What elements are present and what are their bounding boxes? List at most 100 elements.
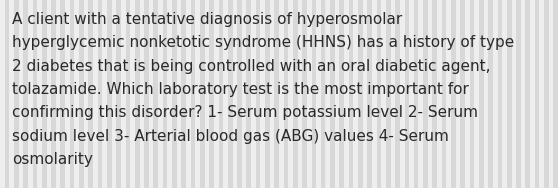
Bar xyxy=(65,0,70,188)
Bar xyxy=(98,0,102,188)
Bar xyxy=(316,0,321,188)
Bar xyxy=(186,0,191,188)
Bar xyxy=(191,0,195,188)
Bar xyxy=(70,0,74,188)
Bar xyxy=(51,0,56,188)
Bar xyxy=(205,0,209,188)
Bar xyxy=(140,0,144,188)
Bar xyxy=(279,0,283,188)
Bar xyxy=(554,0,558,188)
Bar xyxy=(414,0,418,188)
Bar xyxy=(223,0,228,188)
Bar xyxy=(498,0,502,188)
Bar xyxy=(465,0,470,188)
Bar xyxy=(302,0,307,188)
Bar xyxy=(4,0,9,188)
Bar xyxy=(507,0,512,188)
Bar xyxy=(530,0,535,188)
Text: sodium level 3- Arterial blood gas (ABG) values 4- Serum: sodium level 3- Arterial blood gas (ABG)… xyxy=(12,129,449,143)
Bar xyxy=(135,0,140,188)
Bar xyxy=(46,0,51,188)
Bar xyxy=(321,0,325,188)
Bar xyxy=(93,0,98,188)
Text: 2 diabetes that is being controlled with an oral diabetic agent,: 2 diabetes that is being controlled with… xyxy=(12,59,490,74)
Bar xyxy=(470,0,474,188)
Bar xyxy=(275,0,279,188)
Bar xyxy=(330,0,335,188)
Bar xyxy=(60,0,65,188)
Bar xyxy=(335,0,339,188)
Bar xyxy=(56,0,60,188)
Bar xyxy=(516,0,521,188)
Bar xyxy=(84,0,88,188)
Bar xyxy=(195,0,200,188)
Bar xyxy=(409,0,414,188)
Bar xyxy=(540,0,544,188)
Bar xyxy=(502,0,507,188)
Bar xyxy=(28,0,32,188)
Bar xyxy=(233,0,237,188)
Bar xyxy=(214,0,219,188)
Bar xyxy=(493,0,498,188)
Bar xyxy=(451,0,456,188)
Text: tolazamide. Which laboratory test is the most important for: tolazamide. Which laboratory test is the… xyxy=(12,82,469,97)
Bar xyxy=(144,0,149,188)
Bar xyxy=(149,0,153,188)
Bar xyxy=(358,0,363,188)
Bar xyxy=(293,0,297,188)
Bar xyxy=(116,0,121,188)
Bar xyxy=(219,0,223,188)
Bar xyxy=(367,0,372,188)
Text: osmolarity: osmolarity xyxy=(12,152,93,167)
Bar xyxy=(251,0,256,188)
Bar xyxy=(130,0,135,188)
Bar xyxy=(353,0,358,188)
Bar xyxy=(158,0,163,188)
Bar xyxy=(432,0,437,188)
Bar xyxy=(428,0,432,188)
Bar xyxy=(23,0,28,188)
Bar xyxy=(377,0,381,188)
Bar xyxy=(297,0,302,188)
Bar xyxy=(386,0,391,188)
Bar xyxy=(307,0,311,188)
Bar xyxy=(79,0,84,188)
Bar xyxy=(163,0,167,188)
Bar xyxy=(126,0,130,188)
Bar xyxy=(177,0,181,188)
Bar xyxy=(391,0,395,188)
Bar xyxy=(484,0,488,188)
Bar xyxy=(37,0,42,188)
Bar xyxy=(14,0,18,188)
Text: confirming this disorder? 1- Serum potassium level 2- Serum: confirming this disorder? 1- Serum potas… xyxy=(12,105,478,120)
Bar xyxy=(339,0,344,188)
Bar xyxy=(479,0,484,188)
Bar xyxy=(381,0,386,188)
Bar xyxy=(153,0,158,188)
Bar xyxy=(167,0,172,188)
Bar xyxy=(418,0,423,188)
Bar xyxy=(456,0,460,188)
Bar xyxy=(400,0,405,188)
Bar xyxy=(228,0,233,188)
Bar xyxy=(488,0,493,188)
Bar xyxy=(460,0,465,188)
Bar xyxy=(42,0,46,188)
Bar xyxy=(242,0,247,188)
Bar xyxy=(442,0,446,188)
Bar xyxy=(102,0,107,188)
Bar xyxy=(261,0,265,188)
Bar xyxy=(18,0,23,188)
Bar xyxy=(544,0,549,188)
Bar xyxy=(32,0,37,188)
Bar xyxy=(423,0,428,188)
Bar xyxy=(74,0,79,188)
Bar xyxy=(437,0,442,188)
Bar xyxy=(107,0,112,188)
Bar xyxy=(549,0,554,188)
Bar xyxy=(209,0,214,188)
Bar xyxy=(247,0,251,188)
Bar xyxy=(181,0,186,188)
Bar xyxy=(288,0,293,188)
Bar xyxy=(474,0,479,188)
